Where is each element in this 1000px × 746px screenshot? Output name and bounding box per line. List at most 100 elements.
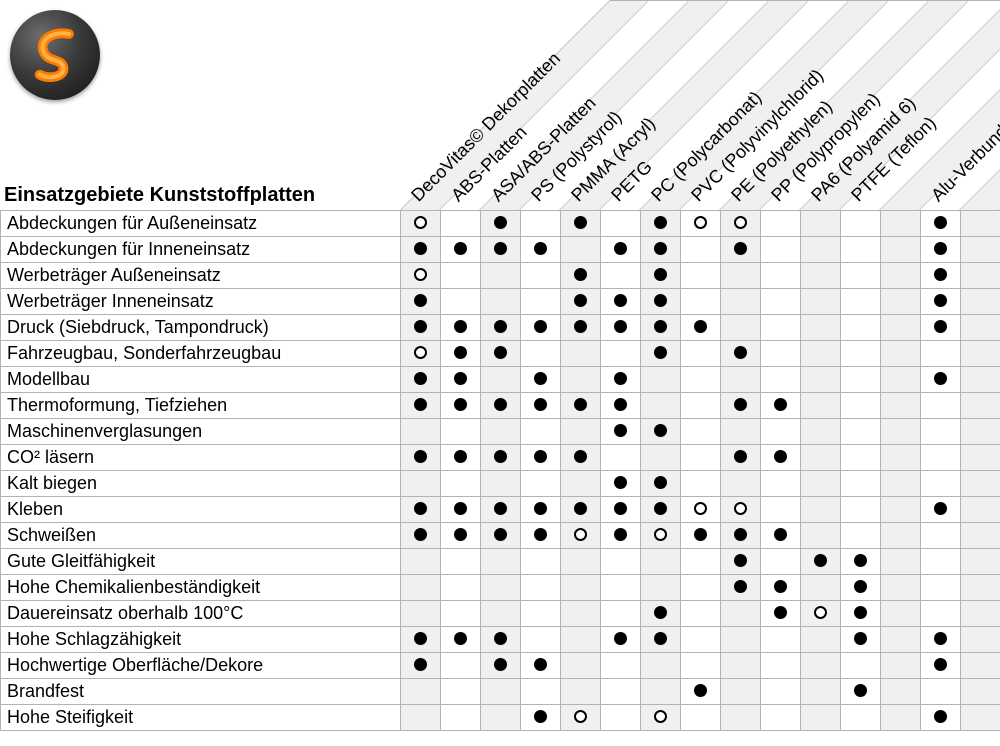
matrix-cell — [601, 315, 641, 341]
matrix-cell — [441, 471, 481, 497]
dot-filled-icon — [494, 502, 507, 515]
matrix-cell — [441, 601, 481, 627]
matrix-cell — [841, 289, 881, 315]
matrix-cell — [841, 341, 881, 367]
column-header: PA6 (Polyamid 6) — [800, 0, 840, 210]
matrix-cell — [481, 627, 521, 653]
matrix-cell — [881, 497, 921, 523]
matrix-cell — [441, 627, 481, 653]
matrix-cell — [961, 497, 1000, 523]
matrix-cell — [521, 653, 561, 679]
dot-filled-icon — [614, 528, 627, 541]
matrix-cell — [801, 367, 841, 393]
matrix-cell — [801, 497, 841, 523]
dot-filled-icon — [454, 398, 467, 411]
matrix-cell — [801, 237, 841, 263]
dot-filled-icon — [774, 580, 787, 593]
matrix-cell — [561, 367, 601, 393]
matrix-cell — [601, 289, 641, 315]
matrix-cell — [401, 471, 441, 497]
matrix-cell — [441, 393, 481, 419]
dot-filled-icon — [454, 528, 467, 541]
matrix-cell — [441, 315, 481, 341]
dot-filled-icon — [574, 398, 587, 411]
dot-filled-icon — [614, 476, 627, 489]
matrix-cell — [841, 523, 881, 549]
matrix-cell — [401, 393, 441, 419]
matrix-cell — [481, 419, 521, 445]
row-label: Hochwertige Oberfläche/Dekore — [1, 653, 401, 679]
column-header: PC (Polycarbonat) — [640, 0, 680, 210]
row-label: Werbeträger Außeneinsatz — [1, 263, 401, 289]
dot-filled-icon — [534, 450, 547, 463]
matrix-cell — [961, 549, 1000, 575]
matrix-cell — [641, 705, 681, 731]
table-title: Einsatzgebiete Kunststoffplatten — [4, 184, 315, 207]
dot-filled-icon — [494, 450, 507, 463]
dot-filled-icon — [854, 684, 867, 697]
matrix-cell — [681, 341, 721, 367]
dot-open-icon — [574, 710, 587, 723]
row-label: Kleben — [1, 497, 401, 523]
table-row: Hohe Steifigkeit — [1, 705, 1000, 731]
matrix-cell — [441, 523, 481, 549]
matrix-cell — [561, 523, 601, 549]
matrix-cell — [481, 341, 521, 367]
dot-filled-icon — [414, 320, 427, 333]
row-label: Brandfest — [1, 679, 401, 705]
matrix-cell — [641, 601, 681, 627]
matrix-cell — [961, 653, 1000, 679]
matrix-cell — [761, 315, 801, 341]
dot-filled-icon — [614, 502, 627, 515]
dot-filled-icon — [774, 450, 787, 463]
matrix-cell — [441, 497, 481, 523]
matrix-cell — [921, 211, 961, 237]
dot-filled-icon — [574, 294, 587, 307]
dot-filled-icon — [574, 502, 587, 515]
row-label: Hohe Schlagzähigkeit — [1, 627, 401, 653]
dot-filled-icon — [734, 398, 747, 411]
dot-open-icon — [694, 216, 707, 229]
matrix-cell — [441, 211, 481, 237]
matrix-cell — [681, 237, 721, 263]
matrix-cell — [561, 601, 601, 627]
row-label: CO² läsern — [1, 445, 401, 471]
matrix-cell — [801, 601, 841, 627]
dot-filled-icon — [734, 242, 747, 255]
matrix-cell — [681, 601, 721, 627]
dot-filled-icon — [414, 658, 427, 671]
matrix-cell — [921, 627, 961, 653]
dot-open-icon — [814, 606, 827, 619]
column-header-label: DecoVitas© Dekorplatten — [407, 48, 565, 206]
table-row: Gute Gleitfähigkeit — [1, 549, 1000, 575]
dot-filled-icon — [854, 606, 867, 619]
matrix-cell — [681, 679, 721, 705]
matrix-cell — [681, 497, 721, 523]
column-header-label: ABS-Platten — [447, 122, 531, 206]
dot-filled-icon — [614, 398, 627, 411]
column-header: PTFE (Teflon) — [840, 0, 880, 210]
matrix-cell — [881, 445, 921, 471]
matrix-cell — [561, 211, 601, 237]
dot-filled-icon — [574, 450, 587, 463]
matrix-cell — [441, 575, 481, 601]
dot-filled-icon — [534, 242, 547, 255]
matrix-cell — [801, 653, 841, 679]
column-header — [960, 0, 1000, 210]
matrix-cell — [481, 445, 521, 471]
matrix-cell — [721, 445, 761, 471]
matrix-cell — [961, 679, 1000, 705]
matrix-cell — [921, 705, 961, 731]
matrix-cell — [561, 315, 601, 341]
matrix-cell — [481, 289, 521, 315]
matrix-cell — [601, 497, 641, 523]
dot-filled-icon — [654, 294, 667, 307]
matrix-cell — [721, 341, 761, 367]
matrix-cell — [921, 601, 961, 627]
dot-filled-icon — [414, 632, 427, 645]
matrix-cell — [761, 393, 801, 419]
matrix-cell — [401, 705, 441, 731]
matrix-cell — [841, 445, 881, 471]
matrix-cell — [921, 289, 961, 315]
matrix-cell — [601, 549, 641, 575]
